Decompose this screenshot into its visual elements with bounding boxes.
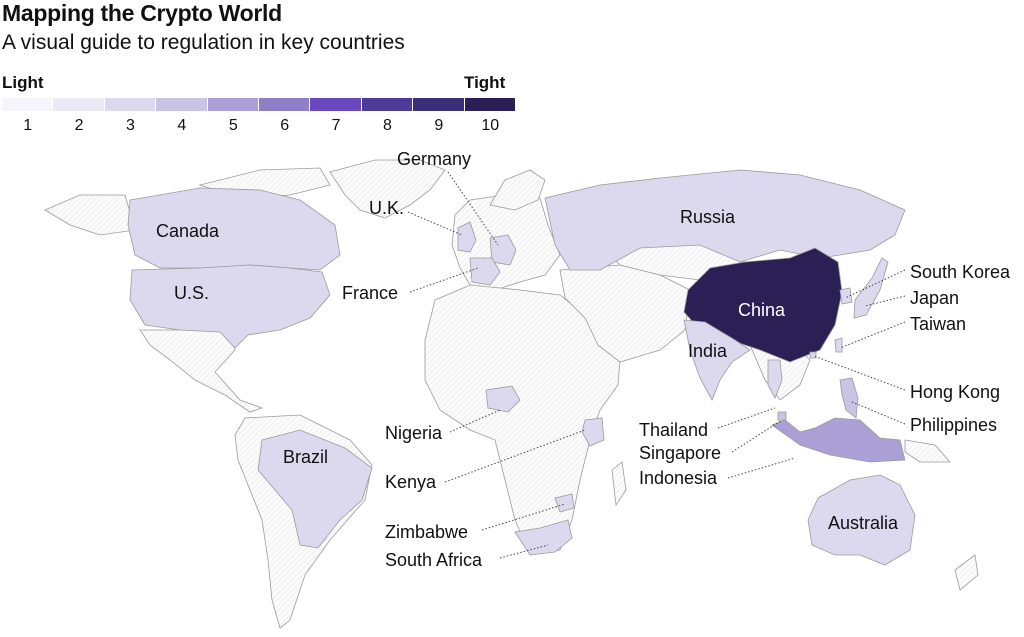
- brazil-shape: [257, 429, 373, 549]
- hong-kong-leader-line: [813, 355, 906, 391]
- label-hong-kong: Hong Kong: [910, 382, 1000, 402]
- label-thailand: Thailand: [639, 420, 708, 440]
- label-south-africa: South Africa: [385, 550, 483, 570]
- greenland-shape: [329, 159, 446, 219]
- map-subtitle: A visual guide to regulation in key coun…: [2, 31, 405, 54]
- color-scale-numbers: 1 2 3 4 5 6 7 8 9 10: [2, 117, 516, 137]
- label-india: India: [688, 341, 728, 361]
- uk-leader-line: [407, 211, 463, 236]
- singapore-shape: [777, 411, 787, 421]
- label-china: China: [738, 300, 786, 320]
- map-title: Mapping the Crypto World: [2, 0, 282, 26]
- scale-swatch-10: [464, 98, 517, 111]
- scale-swatch-5: [207, 98, 260, 111]
- india-shape: [683, 319, 751, 401]
- rated-countries: [127, 169, 916, 566]
- singapore-leader-line: [731, 419, 783, 453]
- scale-swatch-8: [361, 98, 414, 111]
- new-zealand-shape: [954, 554, 979, 591]
- south-africa-shape: [514, 519, 573, 556]
- scale-swatch-9: [413, 98, 465, 111]
- japan-shape: [853, 257, 889, 319]
- kenya-leader-line: [444, 429, 586, 483]
- new-guinea-shape: [904, 439, 951, 463]
- scale-number-1: 1: [23, 117, 33, 134]
- germany-leader-line: [447, 171, 499, 246]
- scale-number-2: 2: [74, 117, 84, 134]
- south-korea-leader-line: [844, 269, 906, 299]
- scale-number-6: 6: [280, 117, 290, 134]
- scale-number-7: 7: [331, 117, 341, 134]
- label-kenya: Kenya: [385, 472, 437, 492]
- scandinavia-shape: [489, 169, 546, 211]
- scale-low-label: Light: [2, 73, 44, 92]
- canada-shape: [127, 187, 341, 271]
- label-us: U.S.: [174, 283, 209, 303]
- label-germany: Germany: [397, 149, 471, 169]
- color-scale-bar: [2, 98, 517, 111]
- label-philippines: Philippines: [910, 415, 997, 435]
- scale-number-4: 4: [177, 117, 187, 134]
- nigeria-leader-line: [449, 409, 501, 433]
- uk-shape: [457, 221, 477, 253]
- kenya-shape: [581, 417, 605, 447]
- scale-swatch-6: [259, 98, 311, 111]
- indonesia-shape: [771, 417, 906, 463]
- scale-swatch-1: [2, 98, 54, 111]
- south-africa-leader-line: [499, 544, 549, 559]
- philippines-leader-line: [851, 401, 906, 425]
- scale-swatch-7: [310, 98, 362, 111]
- label-australia: Australia: [828, 513, 899, 533]
- label-uk: U.K.: [369, 198, 404, 218]
- russia-shape: [544, 169, 906, 271]
- label-indonesia: Indonesia: [639, 468, 718, 488]
- label-south-korea: South Korea: [910, 262, 1011, 282]
- france-leader-line: [409, 267, 479, 293]
- zimbabwe-leader-line: [481, 503, 566, 531]
- scale-number-9: 9: [434, 117, 444, 134]
- indonesia-leader-line: [727, 457, 796, 479]
- label-singapore: Singapore: [639, 443, 721, 463]
- label-france: France: [342, 283, 398, 303]
- south-korea-shape: [839, 287, 853, 305]
- label-taiwan: Taiwan: [910, 314, 966, 334]
- label-nigeria: Nigeria: [385, 423, 443, 443]
- thailand-shape: [767, 359, 783, 399]
- label-japan: Japan: [910, 288, 959, 308]
- us-shape: [129, 264, 331, 349]
- alaska-shape: [44, 194, 136, 236]
- thailand-leader-line: [717, 407, 776, 429]
- scale-swatch-2: [53, 98, 105, 111]
- country-labels: Canada U.S. Brazil Russia China India Au…: [156, 149, 1011, 570]
- philippines-shape: [839, 377, 859, 419]
- label-zimbabwe: Zimbabwe: [385, 522, 468, 542]
- label-brazil: Brazil: [283, 447, 328, 467]
- madagascar-shape: [611, 461, 627, 507]
- australia-shape: [807, 474, 916, 566]
- taiwan-shape: [834, 337, 843, 353]
- label-canada: Canada: [156, 221, 220, 241]
- scale-swatch-4: [156, 98, 208, 111]
- scale-number-3: 3: [126, 117, 135, 134]
- france-shape: [469, 257, 501, 286]
- zimbabwe-shape: [554, 493, 575, 513]
- nigeria-shape: [485, 385, 521, 413]
- scale-number-8: 8: [383, 117, 392, 134]
- hong-kong-shape: [809, 351, 817, 359]
- mexico-central-america-shape: [139, 329, 264, 413]
- scale-number-10: 10: [481, 117, 500, 134]
- scale-number-5: 5: [228, 117, 238, 134]
- leader-lines: [407, 171, 906, 559]
- scale-high-label: Tight: [464, 73, 506, 92]
- scale-swatch-3: [104, 98, 157, 111]
- label-russia: Russia: [680, 207, 736, 227]
- taiwan-leader-line: [839, 321, 906, 349]
